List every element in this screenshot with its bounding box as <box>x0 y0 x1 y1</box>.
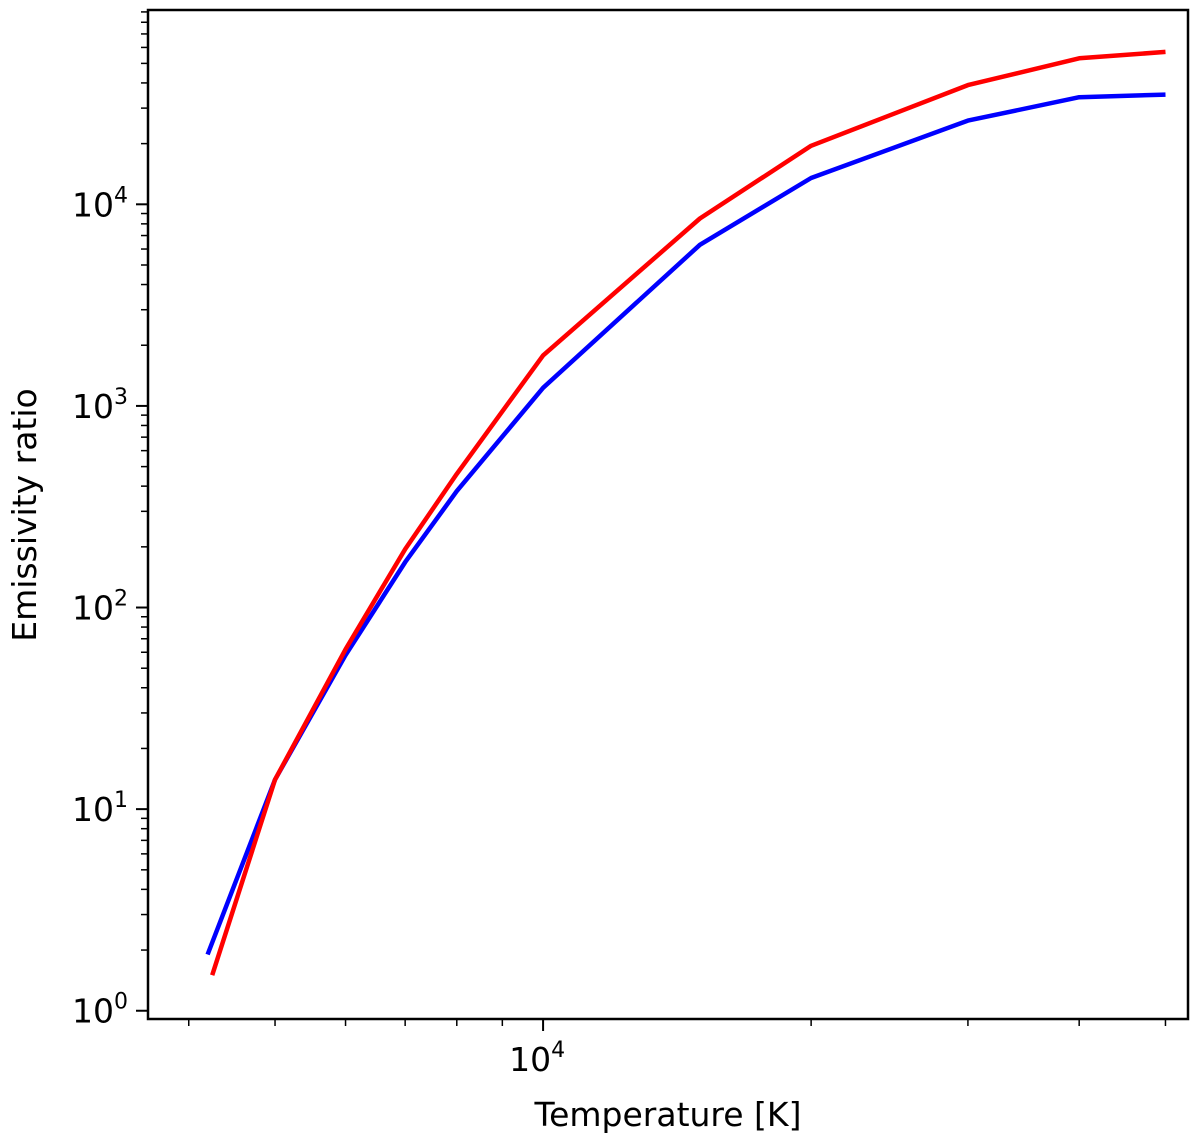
y-axis-label: Emissivity ratio <box>5 388 44 641</box>
x-axis-ticks: 104 <box>187 1019 1167 1079</box>
x-axis-label: Temperature [K] <box>534 1095 802 1134</box>
y-axis-ticks: 100 101 102 103 104 <box>72 11 148 1031</box>
series-layer <box>205 49 1166 976</box>
y-tick-label: 100 <box>72 990 128 1031</box>
series-line-1 <box>205 92 1166 956</box>
y-tick-label: 104 <box>72 183 128 224</box>
series-line-2 <box>210 49 1166 976</box>
y-tick-label: 101 <box>72 788 128 829</box>
plot-frame <box>146 8 1190 1021</box>
y-tick-label: 103 <box>72 385 128 426</box>
y-tick-label: 102 <box>72 587 128 628</box>
x-tick-label: 104 <box>509 1038 565 1079</box>
